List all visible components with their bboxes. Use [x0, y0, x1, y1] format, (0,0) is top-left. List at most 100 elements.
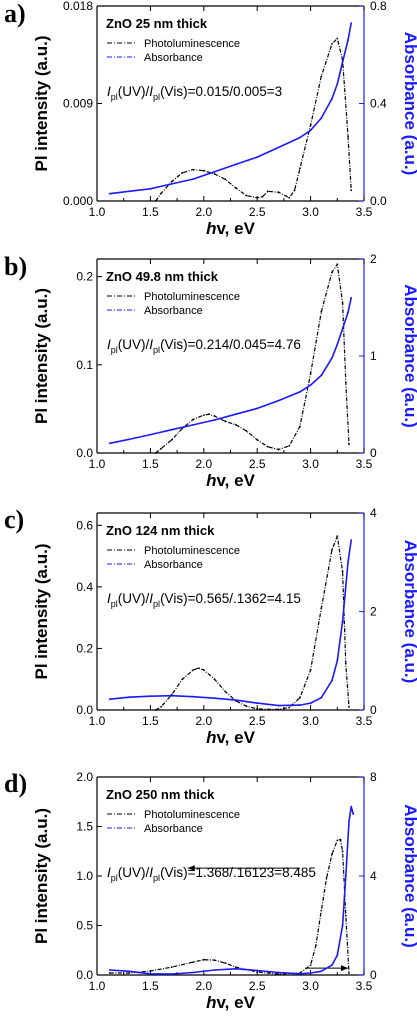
photoluminescence-point	[234, 187, 237, 189]
ratio-annotation-part: I	[107, 591, 111, 606]
ratio-annotation-part: (Vis)=1.368/.16123=8.485	[160, 865, 316, 880]
photoluminescence-point	[320, 311, 323, 313]
photoluminescence-point	[347, 135, 349, 137]
photoluminescence-point	[320, 909, 323, 912]
absorbance-point	[344, 875, 347, 877]
photoluminescence-point	[267, 708, 269, 711]
y2-tick-label: 0.4	[370, 97, 387, 111]
photoluminescence-point	[331, 853, 333, 856]
photoluminescence-point	[170, 966, 173, 968]
absorbance-point	[347, 561, 349, 564]
x-tick-label: 1.0	[89, 457, 106, 471]
y-tick-label: 0.0	[76, 968, 93, 982]
ratio-annotation-part: I	[107, 865, 111, 880]
y-tick-label: 2.0	[76, 770, 93, 784]
photoluminescence-point	[261, 195, 264, 198]
photoluminescence-point	[341, 570, 344, 573]
absorbance-point	[320, 970, 323, 973]
y-axis-title: Pl intensity (a.u.)	[32, 35, 51, 171]
absorbance-point	[149, 972, 152, 975]
photoluminescence-point	[309, 124, 312, 127]
panel-label: d)	[4, 769, 27, 798]
photoluminescence-point	[344, 914, 347, 917]
photoluminescence-point	[128, 972, 130, 974]
photoluminescence-point	[315, 944, 317, 947]
x-axis-title: hv, eV	[206, 728, 255, 747]
ratio-annotation-part: (UV)/	[118, 591, 150, 606]
absorbance-point	[256, 407, 259, 410]
photoluminescence-point	[350, 189, 353, 192]
absorbance-point	[149, 695, 152, 698]
x-tick-label: 2.5	[249, 979, 266, 993]
ratio-annotation: Ipl(UV)/Ipl(Vis)=0.565/.1362=4.15	[107, 591, 301, 609]
panel-label: b)	[4, 252, 27, 281]
ratio-annotation-part: (Vis)=0.015/0.005=3	[160, 84, 282, 99]
legend-label-pl: Photoluminescence	[144, 545, 240, 557]
y-tick-label: 0.009	[63, 97, 93, 111]
absorbance-point	[299, 972, 301, 975]
y-axis-title: Pl intensity (a.u.)	[32, 543, 51, 679]
panel-title: ZnO 25 nm thick	[106, 16, 208, 31]
y2-tick-label: 2	[370, 252, 377, 266]
photoluminescence-point	[181, 678, 184, 681]
x-axis-title-italic: h	[206, 728, 216, 747]
photoluminescence-point	[160, 706, 163, 708]
absorbance-point	[277, 971, 280, 974]
y2-tick-label: 0	[370, 703, 377, 717]
absorbance-point	[309, 702, 312, 704]
absorbance-point	[170, 694, 173, 697]
ratio-annotation-part: I	[149, 84, 153, 99]
photoluminescence-point	[299, 167, 301, 170]
x-axis-title-rest: v, eV	[216, 471, 255, 490]
ratio-annotation-part: I	[149, 591, 153, 606]
absorbance-point	[128, 438, 130, 441]
photoluminescence-point	[224, 420, 227, 423]
photoluminescence-point	[348, 443, 350, 446]
photoluminescence-line	[109, 838, 350, 975]
photoluminescence-point	[245, 430, 248, 432]
absorbance-point	[331, 964, 333, 966]
absorbance-point	[213, 419, 216, 421]
y2-axis-title: Absorbance (a.u.)	[401, 540, 417, 684]
absorbance-point	[149, 187, 152, 190]
photoluminescence-point	[202, 169, 205, 172]
ratio-annotation: Ipl(UV)/Ipl(Vis)=0.214/0.045=4.76	[107, 337, 301, 355]
x-tick-label: 2.0	[195, 205, 212, 219]
photoluminescence-point	[234, 966, 237, 968]
photoluminescence-point	[256, 438, 259, 441]
ratio-annotation-part: pl	[111, 873, 118, 883]
y-tick-label: 0.000	[63, 194, 93, 208]
photoluminescence-point	[154, 200, 157, 202]
x-tick-label: 1.0	[89, 979, 106, 993]
y2-axis-title: Absorbance (a.u.)	[401, 804, 417, 948]
ratio-annotation: Ipl(UV)/Ipl(Vis)=0.015/0.005=3	[107, 84, 282, 102]
ratio-annotation-part: pl	[111, 599, 118, 609]
photoluminescence-point	[256, 971, 259, 973]
photoluminescence-point	[170, 438, 173, 441]
absorbance-point	[341, 61, 344, 63]
x-tick-label: 2.5	[249, 457, 266, 471]
absorbance-point	[192, 971, 195, 974]
absorbance-point	[347, 39, 349, 41]
photoluminescence-point	[277, 973, 280, 975]
x-tick-label: 2.5	[249, 205, 266, 219]
absorbance-point	[234, 699, 237, 701]
photoluminescence-point	[192, 669, 195, 671]
photoluminescence-line	[155, 37, 352, 202]
ratio-annotation-part: (Vis)=0.565/.1362=4.15	[160, 591, 301, 606]
absorbance-point	[192, 695, 195, 698]
absorbance-point	[320, 696, 323, 699]
absorbance-point	[149, 433, 152, 436]
absorbance-point	[331, 679, 333, 682]
ratio-annotation-part: pl	[111, 345, 118, 355]
ratio-annotation: Ipl(UV)/Ipl(Vis)=1.368/.16123=8.485	[107, 865, 316, 883]
photoluminescence-point	[348, 972, 350, 974]
x-axis-title-italic: h	[206, 219, 216, 238]
photoluminescence-point	[202, 669, 205, 671]
photoluminescence-point	[154, 452, 157, 454]
photoluminescence-point	[245, 194, 248, 197]
x-axis-title: hv, eV	[206, 219, 255, 238]
photoluminescence-point	[213, 959, 216, 961]
x-tick-label: 1.5	[142, 457, 159, 471]
